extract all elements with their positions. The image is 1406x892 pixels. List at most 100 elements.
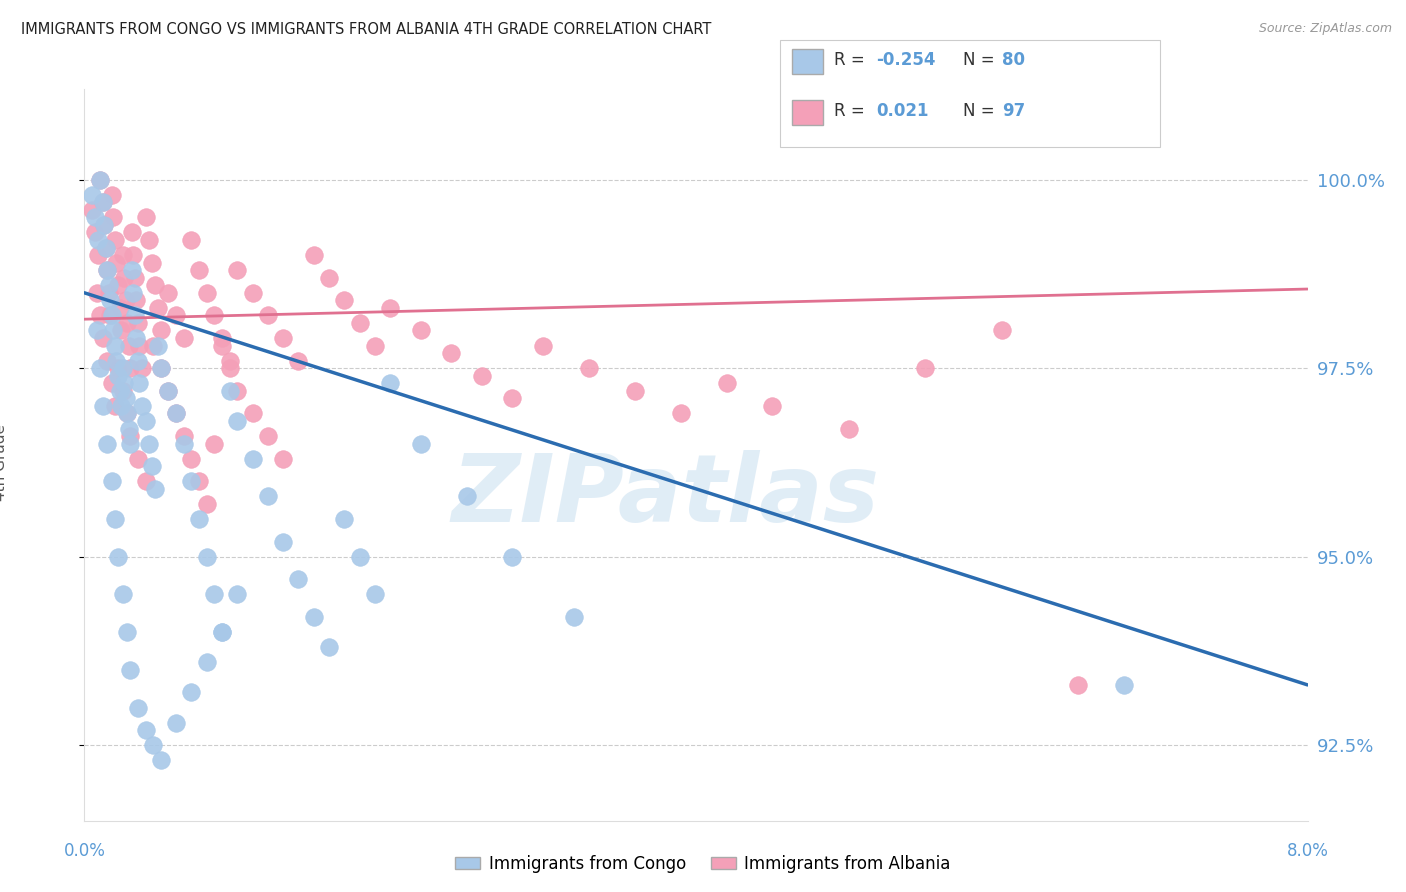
Point xyxy=(127,700,149,714)
Point xyxy=(211,625,233,640)
Point xyxy=(105,353,128,368)
Point xyxy=(271,331,294,345)
Point xyxy=(124,270,146,285)
Point xyxy=(96,263,118,277)
Point xyxy=(349,549,371,564)
Point xyxy=(165,407,187,421)
Point xyxy=(318,270,340,285)
Point xyxy=(364,338,387,352)
Point xyxy=(128,338,150,352)
Point xyxy=(149,361,172,376)
Point xyxy=(364,587,387,601)
Point xyxy=(991,324,1014,338)
Point xyxy=(107,549,129,564)
Point xyxy=(80,187,103,202)
Point xyxy=(89,361,111,376)
Point xyxy=(87,233,110,247)
Point xyxy=(242,451,264,466)
Point xyxy=(211,331,233,345)
Point xyxy=(111,384,134,398)
Point xyxy=(195,549,218,564)
Legend: Immigrants from Congo, Immigrants from Albania: Immigrants from Congo, Immigrants from A… xyxy=(449,848,957,880)
Point xyxy=(91,331,114,345)
Point xyxy=(112,376,135,391)
Point xyxy=(96,263,118,277)
Point xyxy=(120,429,142,443)
Point xyxy=(914,361,936,376)
Point xyxy=(180,233,202,247)
Point xyxy=(218,361,240,376)
Point xyxy=(141,459,163,474)
Point xyxy=(124,309,146,323)
Point xyxy=(98,293,121,308)
Point xyxy=(143,278,166,293)
Text: N =: N = xyxy=(963,51,1000,69)
Point xyxy=(218,384,240,398)
Point xyxy=(121,226,143,240)
Point xyxy=(122,285,145,300)
Point xyxy=(101,475,124,489)
Point xyxy=(146,301,169,315)
Point xyxy=(107,361,129,376)
Point xyxy=(111,361,134,376)
Point xyxy=(115,316,138,330)
Point xyxy=(211,625,233,640)
Point xyxy=(226,263,249,277)
Point xyxy=(94,241,117,255)
Point xyxy=(84,226,107,240)
Point xyxy=(242,285,264,300)
Point xyxy=(149,361,172,376)
Point xyxy=(110,399,132,413)
Point xyxy=(135,723,157,738)
Point xyxy=(103,211,125,225)
Point xyxy=(149,753,172,767)
Point xyxy=(333,293,356,308)
Point xyxy=(104,399,127,413)
Point xyxy=(456,489,478,503)
Point xyxy=(114,392,136,406)
Point xyxy=(91,195,114,210)
Point xyxy=(97,278,120,293)
Point xyxy=(471,368,494,383)
Point xyxy=(146,338,169,352)
Point xyxy=(188,263,211,277)
Point xyxy=(121,263,143,277)
Point xyxy=(157,285,180,300)
Point xyxy=(120,663,142,677)
Point xyxy=(157,384,180,398)
Point xyxy=(110,324,132,338)
Point xyxy=(202,587,225,601)
Point xyxy=(165,407,187,421)
Point xyxy=(195,497,218,511)
Point xyxy=(93,218,115,232)
Point xyxy=(531,338,554,352)
Point xyxy=(173,436,195,450)
Point xyxy=(91,195,114,210)
Point xyxy=(149,324,172,338)
Point xyxy=(103,324,125,338)
Point xyxy=(98,309,121,323)
Point xyxy=(101,309,124,323)
Point xyxy=(562,610,585,624)
Point xyxy=(97,285,120,300)
Text: 0.021: 0.021 xyxy=(876,102,928,120)
Text: 8.0%: 8.0% xyxy=(1286,842,1329,860)
Point xyxy=(226,384,249,398)
Point xyxy=(105,255,128,269)
Point xyxy=(333,512,356,526)
Point xyxy=(89,309,111,323)
Text: ZIPatlas: ZIPatlas xyxy=(451,450,879,542)
Point xyxy=(380,376,402,391)
Point xyxy=(195,655,218,669)
Point xyxy=(1114,678,1136,692)
Point xyxy=(502,549,524,564)
Point xyxy=(173,331,195,345)
Point xyxy=(107,368,129,383)
Point xyxy=(115,407,138,421)
Point xyxy=(91,399,114,413)
Point xyxy=(125,331,148,345)
Point xyxy=(125,293,148,308)
Point xyxy=(127,451,149,466)
Point xyxy=(242,407,264,421)
Point xyxy=(141,255,163,269)
